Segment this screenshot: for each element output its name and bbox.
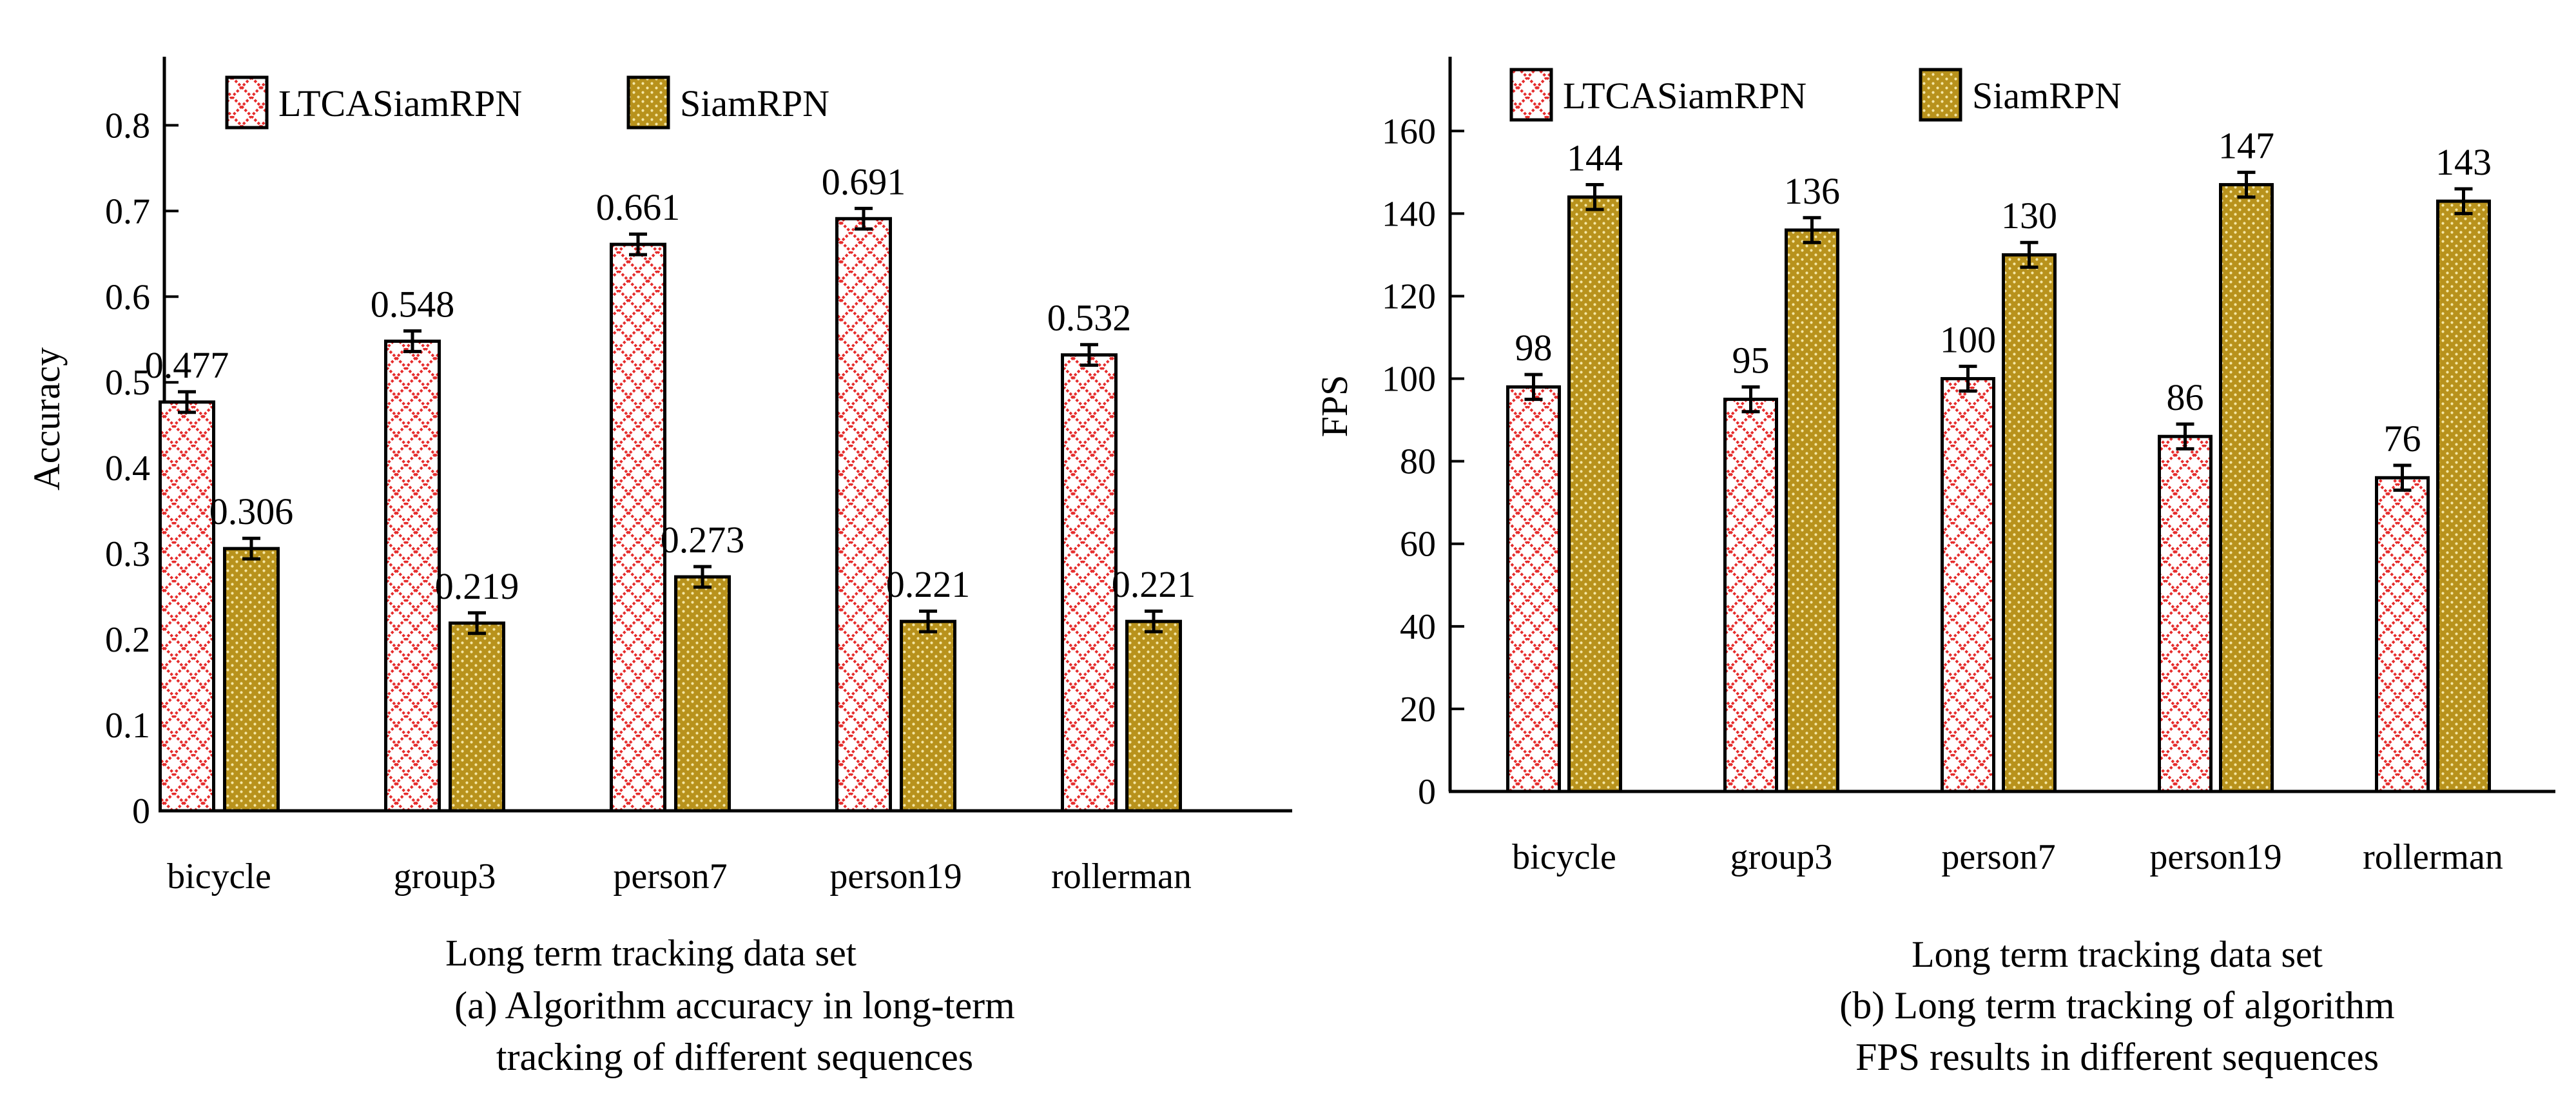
x-tick-label: bicycle [167, 857, 271, 897]
x-axis-title: Long term tracking data set [445, 932, 857, 974]
y-tick-label: 0.3 [105, 534, 150, 574]
y-tick-label: 0 [1418, 772, 1436, 812]
bar [2436, 199, 2491, 793]
data-label: 0.273 [661, 519, 745, 561]
legend-label: LTCASiamRPN [1563, 75, 1806, 117]
legend-label: LTCASiamRPN [278, 82, 522, 124]
figure-caption-line: tracking of different sequences [496, 1036, 973, 1078]
panel-b: 0 20 40 60 80 100 120 140 160 98 144 bicycle 95 136 gr… [1313, 57, 2555, 1078]
legend-swatch [626, 75, 670, 130]
data-label: 0.219 [435, 565, 519, 607]
data-label: 0.532 [1047, 297, 1132, 339]
bar [1061, 353, 1118, 813]
data-label: 0.221 [1112, 563, 1196, 605]
y-axis-title: Accuracy [26, 347, 68, 490]
legend-swatch [225, 75, 269, 130]
data-label: 98 [1515, 327, 1553, 369]
legend: LTCASiamRPN SiamRPN [225, 75, 829, 130]
bar [2158, 434, 2213, 793]
data-label: 0.477 [145, 344, 229, 386]
data-label: 143 [2436, 141, 2492, 183]
bar [223, 547, 280, 813]
bar [1506, 385, 1561, 793]
legend-swatch [1919, 68, 1962, 122]
x-axis-title: Long term tracking data set [1912, 933, 2323, 975]
bar [2002, 253, 2057, 793]
data-label: 100 [1940, 318, 1996, 360]
y-tick-label: 120 [1382, 276, 1436, 316]
data-label: 0.221 [886, 563, 971, 605]
data-label: 86 [2167, 376, 2204, 418]
data-label: 147 [2218, 124, 2274, 166]
data-label: 0.661 [596, 186, 681, 228]
bar [1125, 619, 1182, 813]
data-label: 130 [2001, 195, 2057, 237]
y-tick-label: 40 [1400, 607, 1436, 647]
x-tick-label: group3 [1730, 837, 1833, 877]
y-tick-label: 160 [1382, 112, 1436, 151]
x-tick-label: person7 [613, 857, 727, 897]
x-tick-label: person19 [2149, 837, 2281, 877]
data-label: 76 [2384, 418, 2421, 460]
x-tick-label: group3 [394, 857, 496, 897]
y-tick-label: 140 [1382, 194, 1436, 234]
bar [835, 217, 892, 813]
y-tick-label: 0 [132, 791, 150, 831]
data-label: 0.691 [822, 160, 906, 202]
legend: LTCASiamRPN SiamRPN [1509, 68, 2122, 122]
data-label: 0.548 [371, 283, 455, 325]
bar [384, 339, 441, 813]
data-label: 136 [1784, 170, 1840, 212]
y-tick-label: 0.5 [105, 363, 150, 403]
y-tick-label: 100 [1382, 360, 1436, 400]
data-label: 95 [1732, 339, 1770, 381]
bar [674, 575, 731, 813]
data-label: 0.306 [209, 490, 294, 532]
x-tick-label: person19 [829, 857, 962, 897]
bar [2219, 183, 2274, 793]
x-tick-label: person7 [1941, 837, 2055, 877]
legend-swatch [1509, 68, 1553, 122]
bar [159, 400, 215, 813]
y-tick-label: 0.8 [105, 106, 150, 146]
bar [1723, 398, 1778, 793]
x-tick-label: rollerman [1051, 857, 1192, 897]
panel-a: 0 0.1 0.2 0.3 0.4 0.5 0.6 0.7 0.8 0.477 0.306 bicyc… [26, 57, 1292, 1078]
bar [2375, 476, 2430, 793]
x-tick-label: bicycle [1512, 837, 1616, 877]
y-tick-label: 0.1 [105, 706, 150, 746]
figure-caption-line: (b) Long term tracking of algorithm [1839, 984, 2394, 1027]
bar [1941, 377, 1995, 793]
y-tick-label: 0.2 [105, 620, 150, 660]
legend-label: SiamRPN [680, 82, 829, 124]
bar [610, 242, 666, 813]
y-tick-label: 80 [1400, 442, 1436, 482]
y-tick-label: 0.6 [105, 277, 150, 317]
figure-caption-line: FPS results in different sequences [1855, 1036, 2379, 1078]
bar [1785, 228, 1839, 793]
bar [449, 621, 505, 813]
bar [900, 619, 956, 813]
legend-label: SiamRPN [1972, 75, 2122, 117]
x-tick-label: rollerman [2363, 837, 2503, 877]
figure-caption-line: (a) Algorithm accuracy in long-term [454, 984, 1015, 1027]
data-label: 144 [1567, 137, 1623, 179]
y-tick-label: 60 [1400, 525, 1436, 565]
y-tick-label: 0.4 [105, 449, 150, 489]
bar [1567, 195, 1622, 793]
y-axis-title: FPS [1313, 375, 1355, 438]
y-tick-label: 0.7 [105, 191, 150, 231]
y-tick-label: 20 [1400, 690, 1436, 730]
